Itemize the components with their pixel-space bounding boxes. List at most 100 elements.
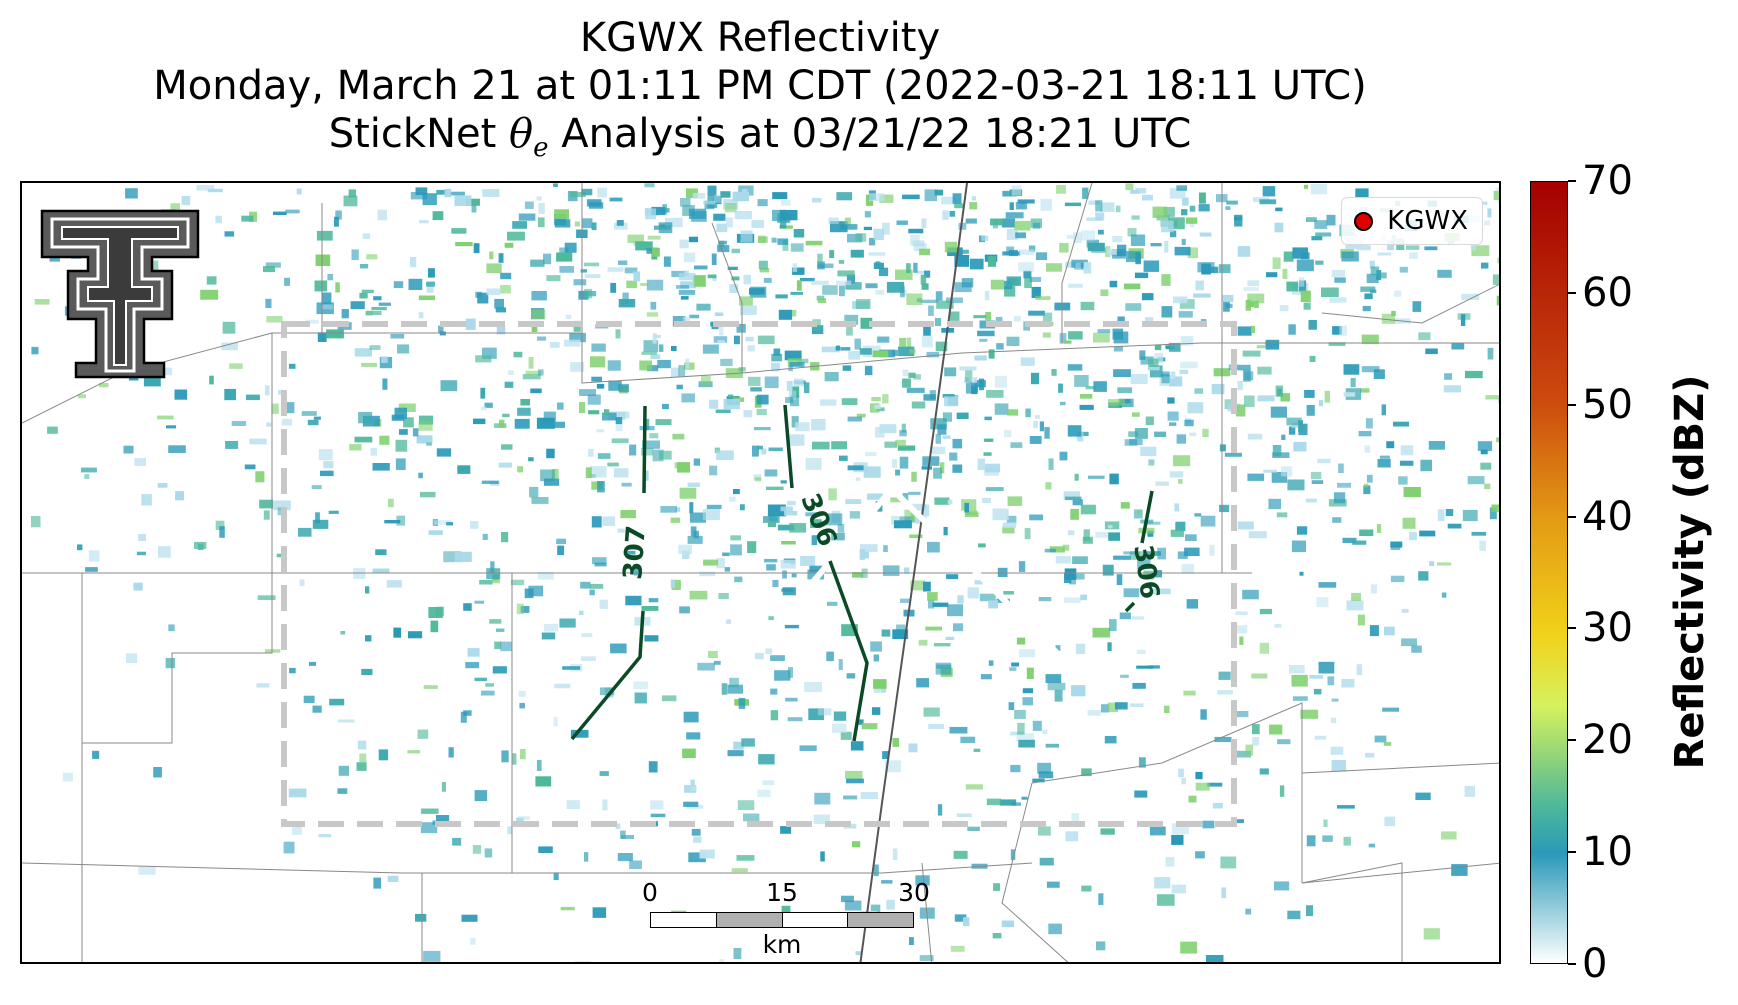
echo-cell xyxy=(500,284,511,294)
echo-cell xyxy=(988,349,995,359)
echo-cell xyxy=(525,370,541,375)
echo-cell xyxy=(803,382,810,394)
echo-cell xyxy=(556,538,566,545)
echo-cell xyxy=(1272,257,1281,269)
echo-cell xyxy=(1145,551,1161,556)
echo-cell xyxy=(908,228,924,234)
echo-cell xyxy=(455,242,473,247)
echo-cell xyxy=(31,516,41,528)
theta-symbol: θe xyxy=(509,111,548,163)
echo-cell xyxy=(1313,688,1322,695)
echo-cell xyxy=(855,477,861,481)
echo-cell xyxy=(1102,564,1114,576)
echo-cell xyxy=(1316,597,1329,608)
echo-cell xyxy=(1381,404,1386,416)
echo-cell xyxy=(1080,301,1095,311)
radar-map[interactable]: 307 306 306 KGWX 0 15 30 km xyxy=(20,181,1501,964)
echo-cell xyxy=(1314,220,1328,229)
echo-cell xyxy=(1368,843,1375,848)
echo-cell xyxy=(635,241,653,251)
echo-cell xyxy=(1248,531,1267,539)
echo-cell xyxy=(847,416,862,422)
echo-cell xyxy=(672,433,685,440)
echo-cell xyxy=(927,541,940,553)
echo-cell xyxy=(749,288,765,295)
echo-cell xyxy=(1237,381,1243,391)
echo-cell xyxy=(579,402,586,414)
echo-cell xyxy=(1161,220,1174,233)
echo-cell xyxy=(671,270,686,277)
echo-cell xyxy=(924,189,937,202)
echo-cell xyxy=(361,362,378,367)
echo-cell xyxy=(583,262,600,267)
echo-cell xyxy=(996,343,1004,350)
echo-cell xyxy=(1370,584,1378,594)
echo-cell xyxy=(477,292,489,304)
echo-cell xyxy=(1065,261,1077,268)
echo-cell xyxy=(675,285,689,289)
echo-cell xyxy=(610,643,627,654)
echo-cell xyxy=(1180,941,1198,954)
echo-cell xyxy=(1109,473,1119,485)
echo-cell xyxy=(1100,202,1115,212)
echo-cell xyxy=(982,497,991,503)
echo-cell xyxy=(860,544,878,552)
echo-cell xyxy=(699,571,716,577)
echo-cell xyxy=(1169,471,1184,478)
echo-cell xyxy=(1383,742,1392,746)
echo-cell xyxy=(1339,325,1347,336)
echo-cell xyxy=(518,213,536,221)
echo-cell xyxy=(621,482,632,487)
echo-cell xyxy=(1143,570,1155,580)
echo-cell xyxy=(1360,286,1376,292)
echo-cell xyxy=(501,444,513,450)
echo-cell xyxy=(443,551,462,563)
echo-cell xyxy=(1014,709,1026,719)
echo-cell xyxy=(1143,260,1160,272)
echo-cell xyxy=(763,516,780,523)
echo-cell xyxy=(1169,422,1177,426)
echo-cell xyxy=(536,759,542,771)
echo-cell xyxy=(953,850,968,859)
echo-cell xyxy=(1343,364,1360,375)
echo-cell xyxy=(546,448,555,459)
echo-cell xyxy=(1028,245,1036,252)
echo-cell xyxy=(718,593,729,599)
echo-cell xyxy=(1035,296,1051,300)
contour-306-east-line xyxy=(1124,490,1154,613)
echo-cell xyxy=(1113,369,1131,377)
echo-cell xyxy=(1006,276,1021,286)
echo-cell xyxy=(422,193,437,206)
echo-cell xyxy=(618,260,628,265)
echo-cell xyxy=(1044,427,1050,439)
echo-cell xyxy=(354,436,373,443)
echo-cell xyxy=(933,467,943,479)
echo-cell xyxy=(1298,277,1305,287)
echo-cell xyxy=(729,677,739,688)
echo-cell xyxy=(544,623,559,632)
echo-cell xyxy=(772,192,788,200)
echo-cell xyxy=(608,411,626,420)
echo-cell xyxy=(1300,290,1311,302)
echo-cell xyxy=(1365,418,1373,429)
echo-cell xyxy=(836,192,853,201)
echo-cell xyxy=(480,406,487,411)
echo-cell xyxy=(417,729,429,739)
echo-cell xyxy=(1471,531,1487,536)
echo-cell xyxy=(765,648,773,655)
echo-cell xyxy=(689,502,694,514)
echo-cell xyxy=(781,905,791,916)
echo-cell xyxy=(580,656,596,661)
echo-cell xyxy=(854,338,861,350)
echo-cell xyxy=(868,252,886,256)
echo-cell xyxy=(1107,399,1125,406)
echo-cell xyxy=(1451,864,1468,876)
echo-cell xyxy=(693,836,702,843)
echo-cell xyxy=(1226,200,1238,205)
echo-cell xyxy=(682,550,690,559)
echo-cell xyxy=(821,346,840,353)
echo-cell xyxy=(949,452,958,461)
echo-cell xyxy=(1386,441,1395,449)
echo-cell xyxy=(412,428,419,437)
echo-cell xyxy=(993,883,1001,891)
